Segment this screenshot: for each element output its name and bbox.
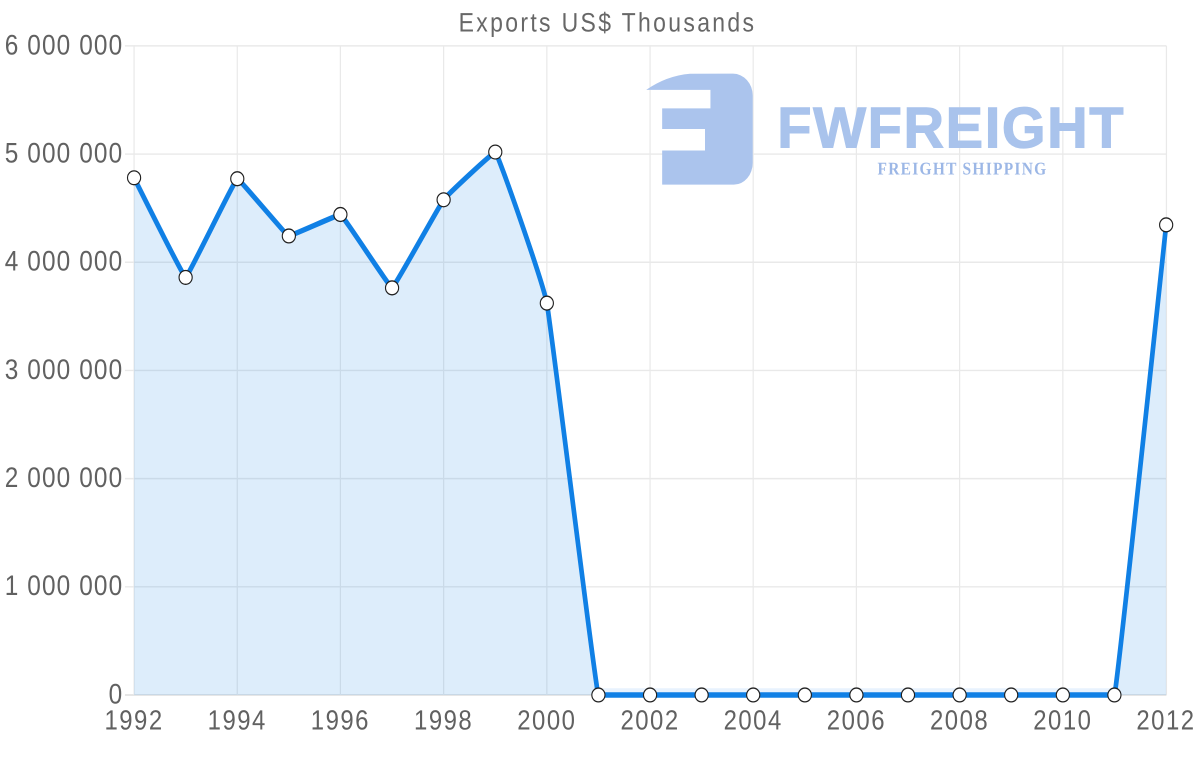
svg-text:2006: 2006 bbox=[827, 706, 886, 737]
svg-text:2000: 2000 bbox=[517, 706, 576, 737]
svg-text:0: 0 bbox=[109, 677, 124, 710]
svg-text:6 000 000: 6 000 000 bbox=[5, 28, 124, 61]
svg-text:2002: 2002 bbox=[620, 706, 679, 737]
svg-text:FREIGHT SHIPPING: FREIGHT SHIPPING bbox=[878, 158, 1048, 179]
svg-text:1994: 1994 bbox=[208, 706, 267, 737]
svg-text:3 000 000: 3 000 000 bbox=[5, 353, 124, 386]
svg-text:2012: 2012 bbox=[1136, 706, 1195, 737]
svg-text:1992: 1992 bbox=[104, 706, 163, 737]
svg-text:5 000 000: 5 000 000 bbox=[5, 136, 124, 169]
svg-text:1996: 1996 bbox=[311, 706, 370, 737]
svg-text:4 000 000: 4 000 000 bbox=[5, 244, 124, 277]
svg-text:FWFREIGHT: FWFREIGHT bbox=[777, 96, 1125, 160]
svg-text:1998: 1998 bbox=[414, 706, 473, 737]
svg-text:Exports US$ Thousands: Exports US$ Thousands bbox=[459, 9, 757, 38]
svg-text:2004: 2004 bbox=[724, 706, 783, 737]
svg-text:2010: 2010 bbox=[1033, 706, 1092, 737]
svg-text:2 000 000: 2 000 000 bbox=[5, 461, 124, 494]
svg-text:2008: 2008 bbox=[930, 706, 989, 737]
svg-text:1 000 000: 1 000 000 bbox=[5, 569, 124, 602]
